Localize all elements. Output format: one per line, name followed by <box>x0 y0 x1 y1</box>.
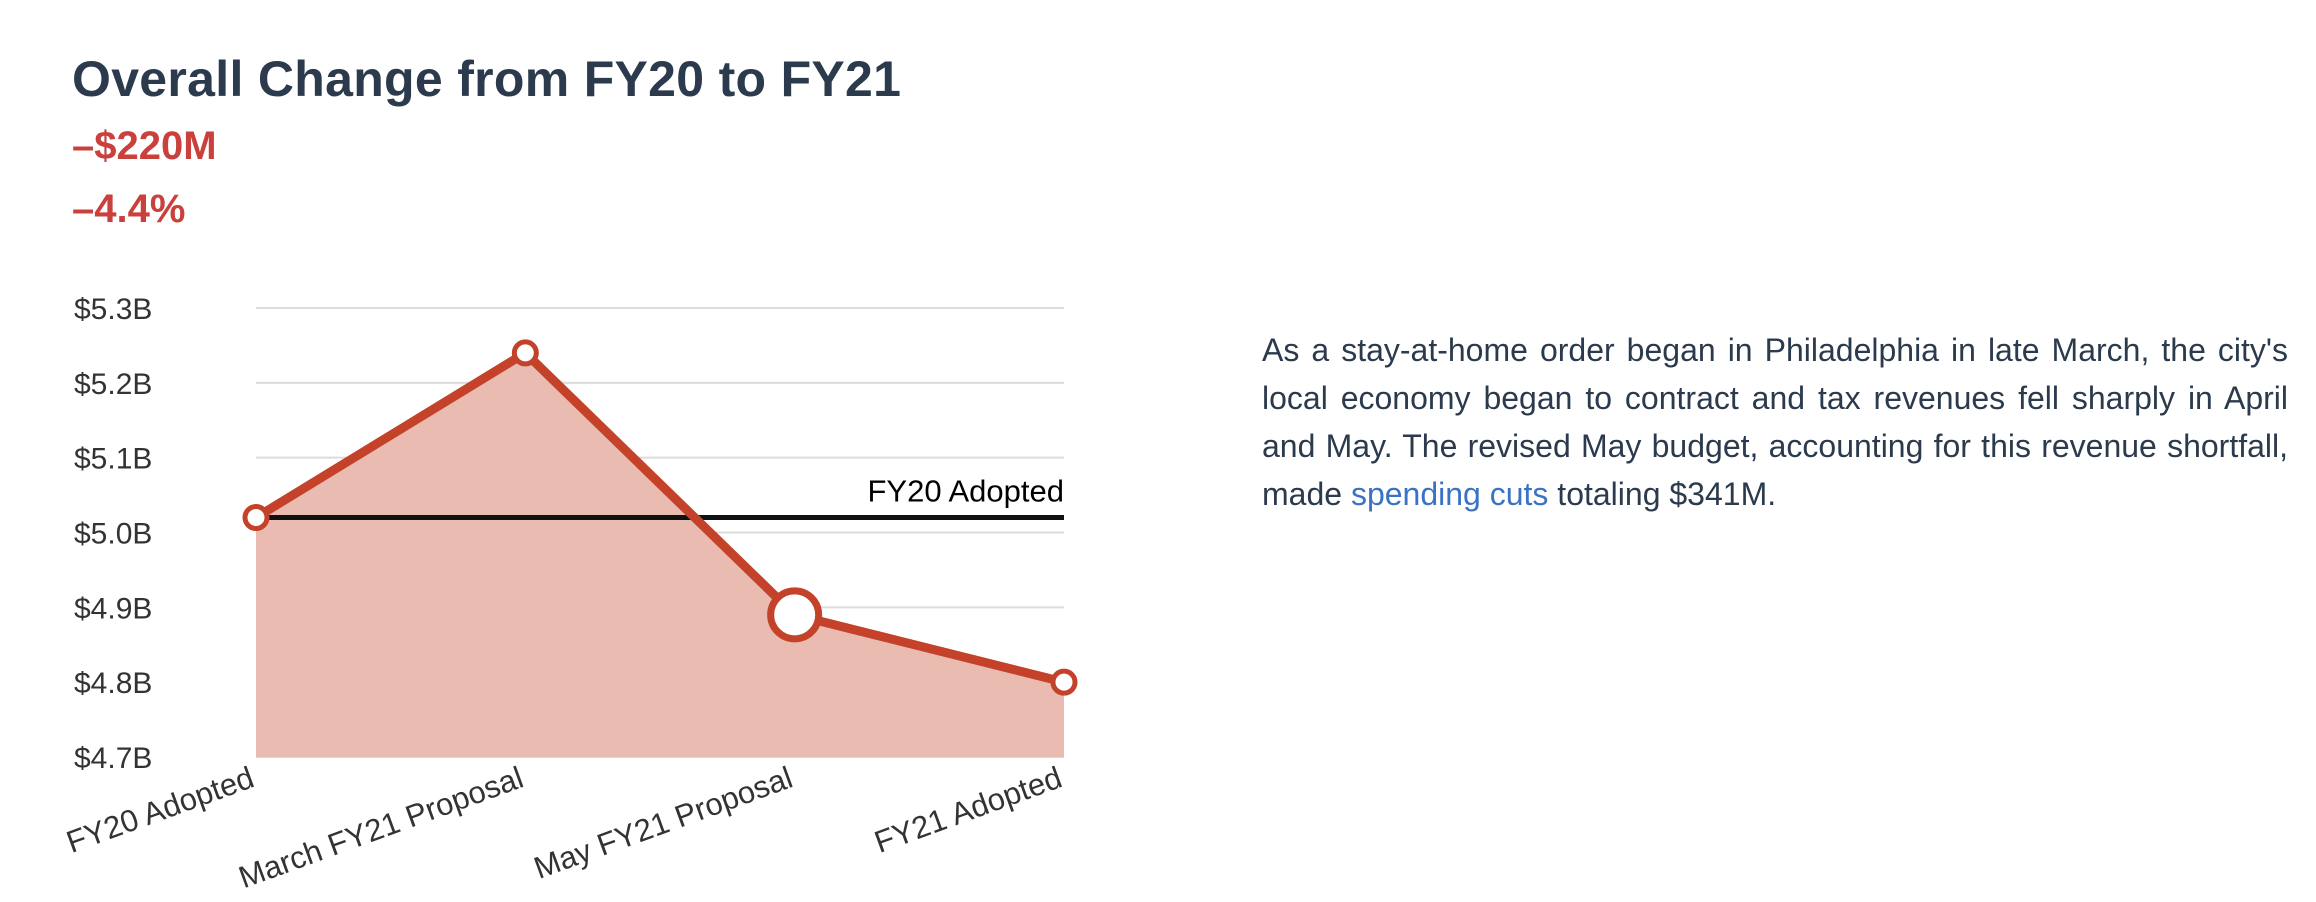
y-axis-ticks: $4.7B $4.8B $4.9B $5.0B $5.1B $5.2B $5.3B <box>74 293 152 775</box>
y-tick-label: $5.2B <box>74 368 152 401</box>
data-point[interactable] <box>1050 668 1078 696</box>
x-tick-label: March FY21 Proposal <box>234 760 528 895</box>
series-line-group <box>251 348 1069 687</box>
data-point[interactable] <box>242 504 270 532</box>
area-layer <box>256 352 1064 757</box>
data-point[interactable] <box>511 339 539 367</box>
y-tick-label: $5.1B <box>74 443 152 476</box>
y-tick-label: $5.0B <box>74 518 152 551</box>
budget-chart: FY20 Adopted $4.7B $4.8B $4.9B $5.0B $5.1B $5… <box>62 293 1078 895</box>
series-area <box>256 352 1064 757</box>
reference-line-group: FY20 Adopted <box>256 474 1065 521</box>
y-tick-label: $4.7B <box>74 742 152 775</box>
x-tick-label: May FY21 Proposal <box>529 760 797 886</box>
x-tick-label: FY21 Adopted <box>870 760 1067 860</box>
description-tail: totaling $341M. <box>1548 476 1777 512</box>
reference-line-label: FY20 Adopted <box>868 474 1065 509</box>
y-tick-label: $4.8B <box>74 667 152 700</box>
y-tick-label: $4.9B <box>74 592 152 625</box>
change-amount: –$220M <box>72 124 217 168</box>
y-tick-label: $5.3B <box>74 293 152 326</box>
change-percent: –4.4% <box>72 187 186 231</box>
series-points <box>242 339 1078 696</box>
data-point[interactable] <box>767 587 823 643</box>
spending-cuts-link[interactable]: spending cuts <box>1350 476 1549 512</box>
series-line <box>251 348 1069 687</box>
chart-title: Overall Change from FY20 to FY21 <box>72 51 902 107</box>
description-body: As a stay-at-home order began in Philade… <box>1262 332 2288 512</box>
description-text: As a stay-at-home order began in Philade… <box>1262 326 2288 518</box>
